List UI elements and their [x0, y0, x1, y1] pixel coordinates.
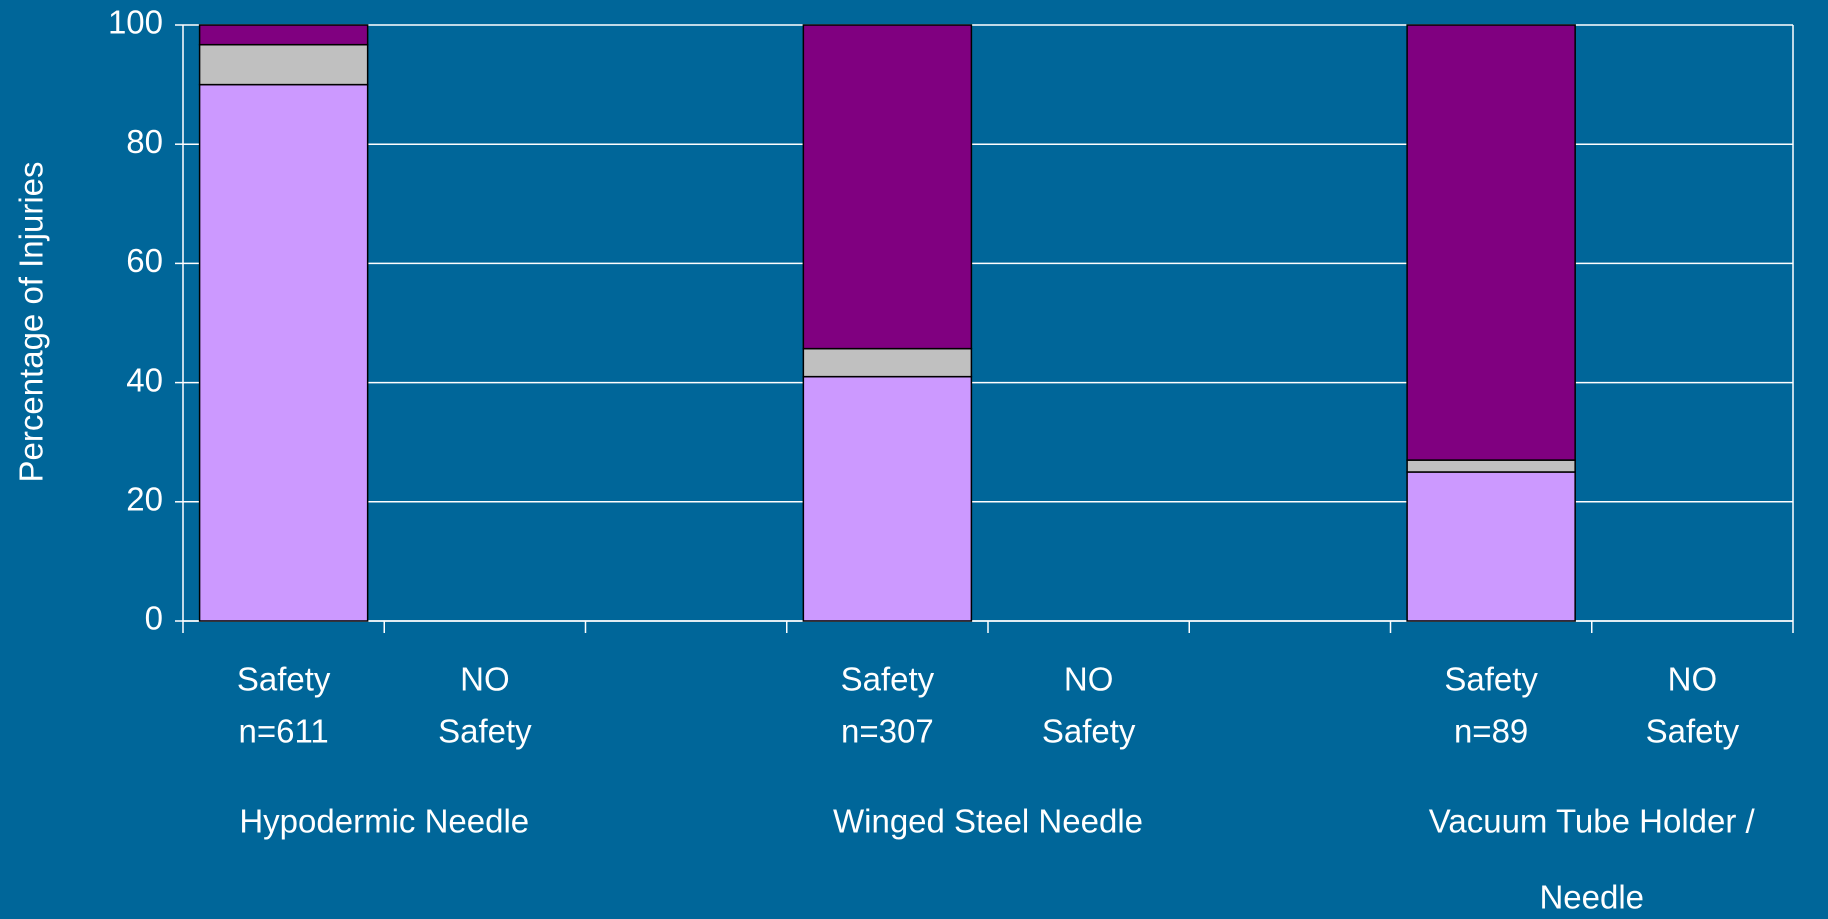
x-tick-label: NO	[460, 661, 510, 698]
bar-segment	[802, 24, 973, 350]
x-tick-label: Safety	[1444, 661, 1538, 698]
x-tick-label: Safety	[1042, 713, 1136, 750]
group-label: Hypodermic Needle	[239, 803, 529, 840]
y-tick-label: 40	[126, 361, 163, 398]
bar-segment	[1406, 471, 1576, 622]
bar-segment	[1406, 24, 1576, 461]
y-tick-label: 100	[108, 4, 163, 41]
x-tick-label: n=89	[1454, 713, 1528, 750]
x-tick-label: Safety	[1646, 713, 1740, 750]
bar-segment	[802, 375, 973, 622]
bar-segment	[802, 347, 973, 378]
bar-segment	[1406, 459, 1576, 473]
x-tick-label: NO	[1064, 661, 1114, 698]
bar-segment	[198, 43, 369, 86]
x-tick-label: NO	[1668, 661, 1718, 698]
y-tick-label: 20	[126, 481, 163, 518]
x-tick-label: n=611	[239, 713, 329, 750]
x-tick-label: Safety	[237, 661, 331, 698]
group-label: Winged Steel Needle	[833, 803, 1143, 840]
x-tick-label: n=307	[841, 713, 934, 750]
group-label: Vacuum Tube Holder /	[1429, 803, 1756, 840]
y-tick-label: 80	[126, 123, 163, 160]
bar-segment	[198, 83, 369, 622]
x-tick-label: Safety	[841, 661, 935, 698]
bar-segment	[198, 24, 369, 46]
x-tick-label: Safety	[438, 713, 532, 750]
group-label: Needle	[1539, 879, 1644, 916]
y-tick-label: 60	[126, 242, 163, 279]
y-tick-label: 0	[145, 600, 163, 637]
y-axis-label: Percentage of Injuries	[13, 161, 50, 482]
